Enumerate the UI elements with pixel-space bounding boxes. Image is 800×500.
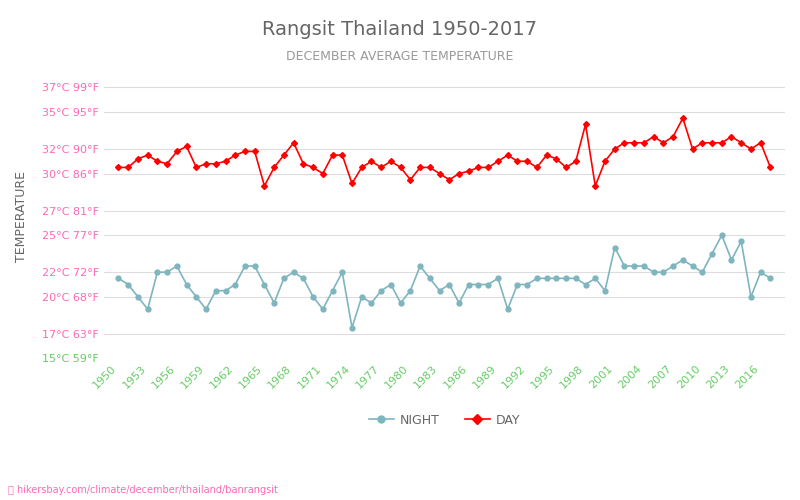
DAY [260, 183, 270, 189]
DAY [562, 164, 571, 170]
Text: DECEMBER AVERAGE TEMPERATURE: DECEMBER AVERAGE TEMPERATURE [286, 50, 514, 63]
NIGHT [114, 276, 123, 281]
NIGHT [707, 250, 717, 256]
NIGHT [717, 232, 726, 238]
Y-axis label: TEMPERATURE: TEMPERATURE [15, 171, 28, 262]
DAY [114, 164, 123, 170]
NIGHT [698, 269, 707, 275]
Text: Rangsit Thailand 1950-2017: Rangsit Thailand 1950-2017 [262, 20, 538, 39]
NIGHT [347, 324, 357, 330]
DAY [639, 140, 649, 146]
NIGHT [639, 263, 649, 269]
Line: DAY: DAY [116, 116, 773, 188]
DAY [717, 140, 726, 146]
DAY [590, 183, 600, 189]
NIGHT [726, 257, 736, 263]
DAY [726, 134, 736, 140]
NIGHT [562, 276, 571, 281]
DAY [678, 115, 688, 121]
DAY [707, 140, 717, 146]
Legend: NIGHT, DAY: NIGHT, DAY [363, 408, 526, 432]
NIGHT [590, 276, 600, 281]
Line: NIGHT: NIGHT [116, 233, 773, 330]
Text: 📍 hikersbay.com/climate/december/thailand/banrangsit: 📍 hikersbay.com/climate/december/thailan… [8, 485, 278, 495]
DAY [766, 164, 775, 170]
NIGHT [766, 276, 775, 281]
